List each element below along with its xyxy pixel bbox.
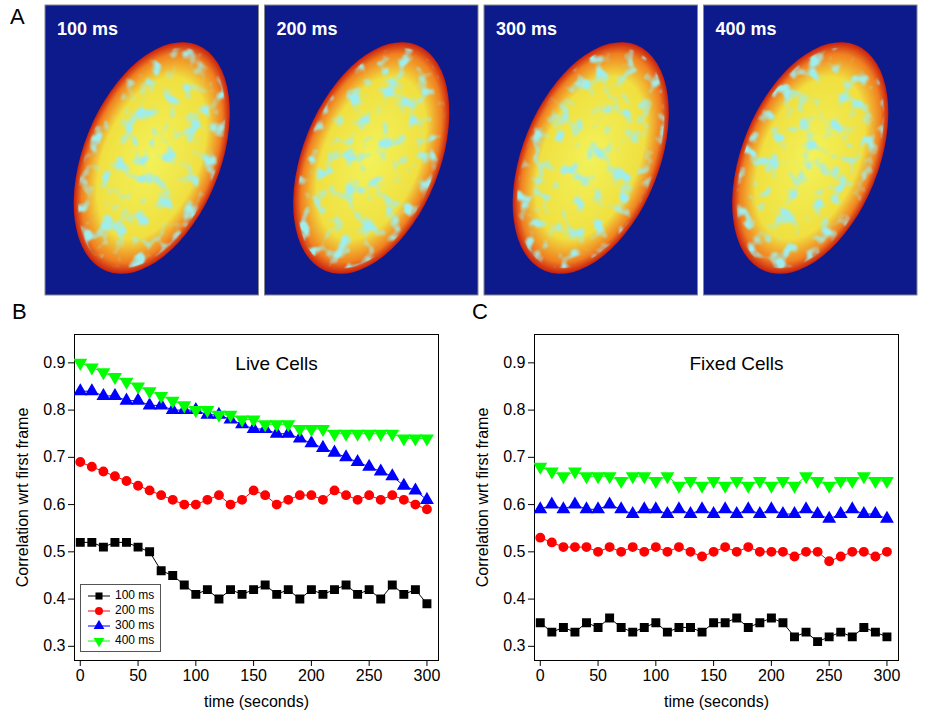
svg-text:150: 150 — [240, 667, 267, 684]
svg-text:0.6: 0.6 — [503, 496, 525, 513]
svg-text:200 ms: 200 ms — [277, 19, 338, 39]
svg-text:0: 0 — [536, 667, 545, 684]
svg-text:time (seconds): time (seconds) — [664, 693, 769, 710]
svg-text:Live Cells: Live Cells — [235, 353, 317, 374]
html-text:C: C — [472, 299, 488, 324]
svg-text:100: 100 — [182, 667, 209, 684]
svg-text:0.5: 0.5 — [43, 543, 65, 560]
svg-text:0: 0 — [76, 667, 85, 684]
svg-text:300 ms: 300 ms — [496, 19, 557, 39]
svg-text:250: 250 — [356, 667, 383, 684]
html-text:400 ms: 400 ms — [115, 633, 155, 647]
svg-text:300: 300 — [414, 667, 441, 684]
svg-text:Correlation wrt first frame: Correlation wrt first frame — [474, 408, 491, 588]
svg-text:0.4: 0.4 — [503, 590, 525, 607]
svg-text:Correlation wrt first frame: Correlation wrt first frame — [14, 408, 31, 588]
svg-text:0.7: 0.7 — [503, 448, 525, 465]
svg-text:time (seconds): time (seconds) — [204, 693, 309, 710]
svg-text:300: 300 — [874, 667, 901, 684]
svg-text:0.5: 0.5 — [503, 543, 525, 560]
svg-text:400 ms: 400 ms — [716, 19, 777, 39]
svg-text:0.3: 0.3 — [503, 637, 525, 654]
svg-text:A: A — [10, 4, 25, 29]
html-text:100 ms: 100 ms — [115, 588, 155, 602]
svg-text:0.7: 0.7 — [43, 448, 65, 465]
svg-text:100 ms: 100 ms — [57, 19, 118, 39]
svg-text:200: 200 — [758, 667, 785, 684]
svg-text:150: 150 — [700, 667, 727, 684]
svg-text:100: 100 — [642, 667, 669, 684]
svg-text:200: 200 — [298, 667, 325, 684]
svg-text:0.8: 0.8 — [43, 401, 65, 418]
svg-text:Fixed Cells: Fixed Cells — [690, 353, 784, 374]
svg-text:0.4: 0.4 — [43, 590, 65, 607]
svg-text:0.6: 0.6 — [43, 496, 65, 513]
svg-text:50: 50 — [129, 667, 147, 684]
svg-text:250: 250 — [816, 667, 843, 684]
html-text:300 ms: 300 ms — [115, 618, 155, 632]
svg-text:0.9: 0.9 — [43, 354, 65, 371]
svg-text:0.3: 0.3 — [43, 637, 65, 654]
html-text:B: B — [12, 299, 27, 324]
svg-text:0.9: 0.9 — [503, 354, 525, 371]
svg-text:0.8: 0.8 — [503, 401, 525, 418]
svg-text:50: 50 — [589, 667, 607, 684]
html-text:200 ms: 200 ms — [115, 603, 155, 617]
